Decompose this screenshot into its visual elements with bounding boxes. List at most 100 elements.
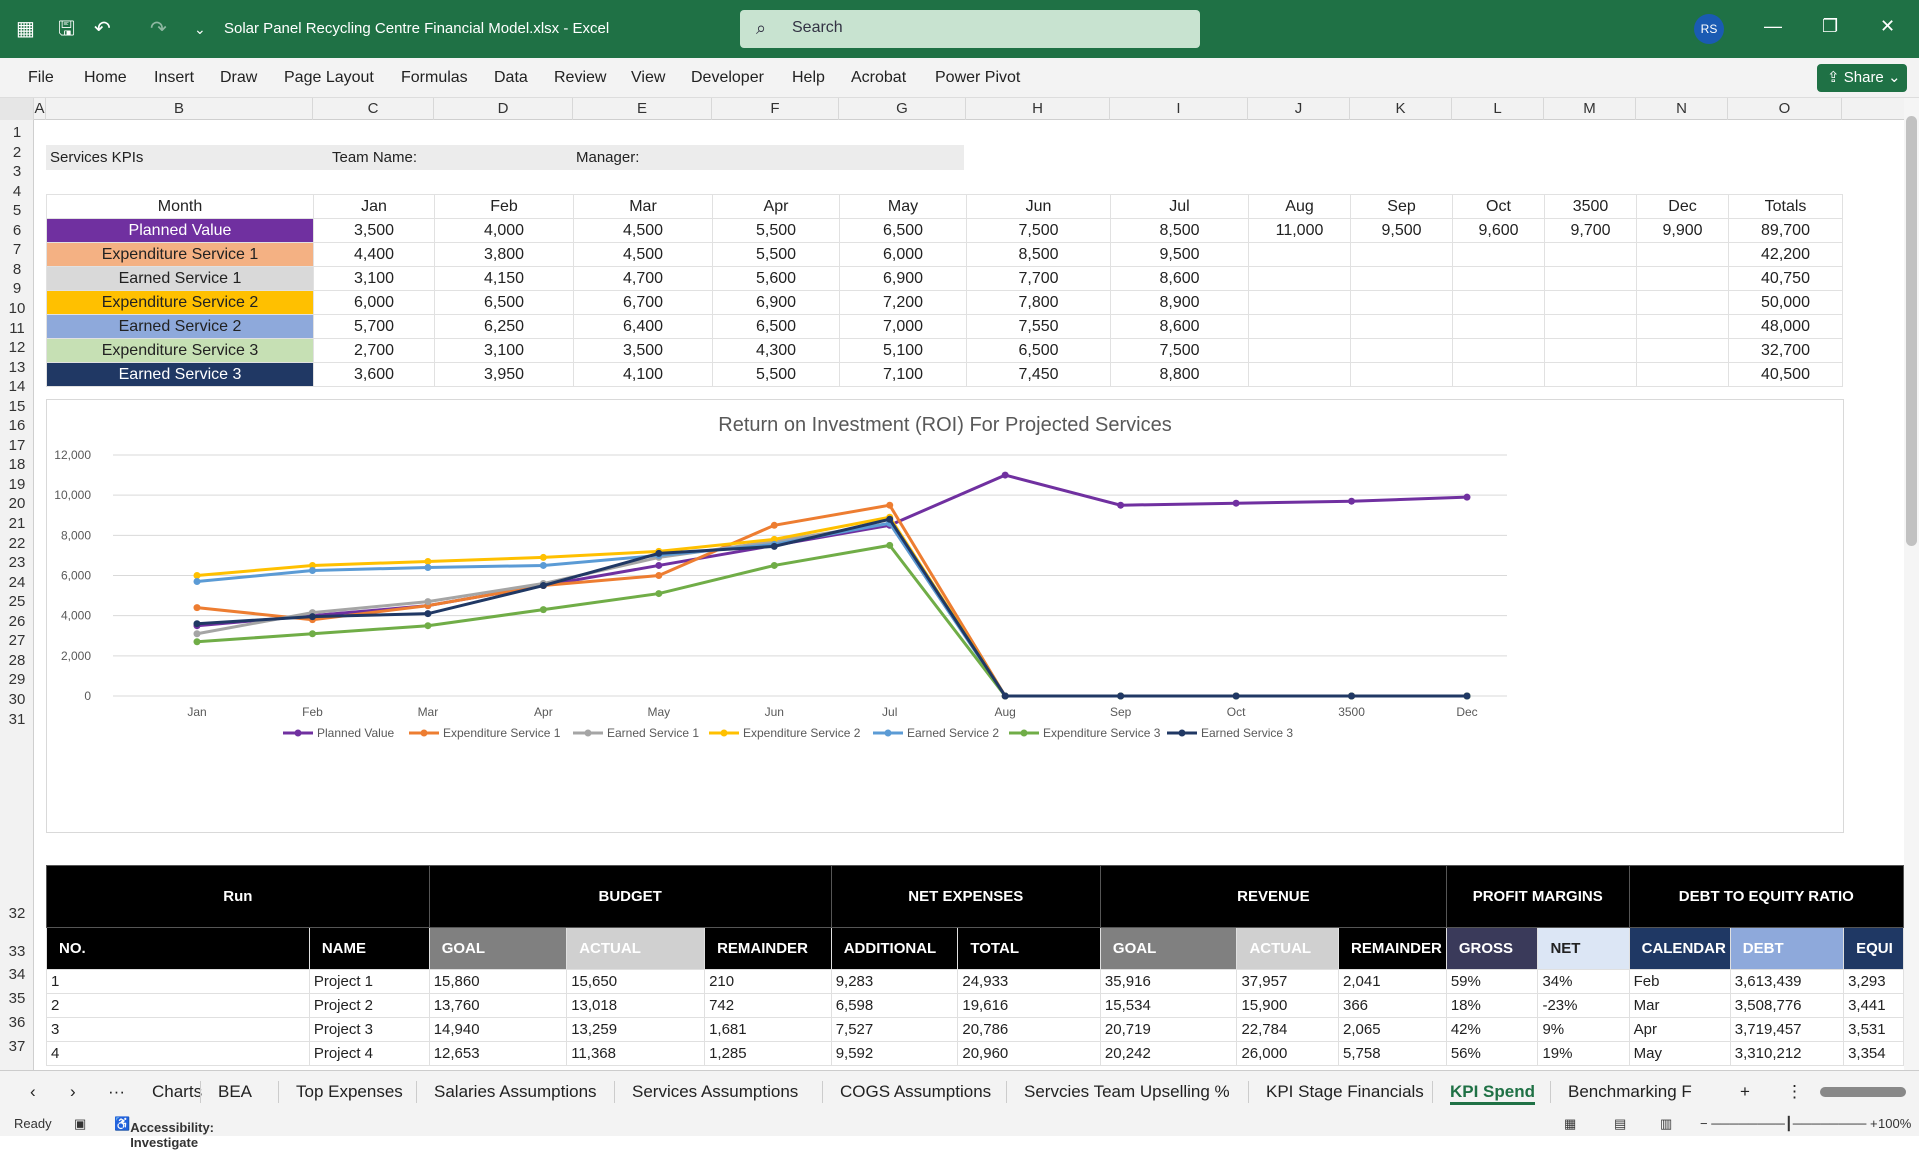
kpi-cell[interactable]: 3,950 <box>434 362 574 387</box>
menu-developer[interactable]: Developer <box>691 69 764 86</box>
minimize-icon[interactable]: — <box>1764 16 1782 36</box>
budget-cell[interactable]: 9,283 <box>830 969 959 994</box>
menu-review[interactable]: Review <box>554 69 607 86</box>
kpi-cell[interactable] <box>1636 338 1729 363</box>
select-all-corner[interactable] <box>0 98 34 120</box>
kpi-cell[interactable] <box>1350 338 1453 363</box>
budget-cell[interactable]: 7,527 <box>830 1017 959 1042</box>
row-header[interactable]: 19 <box>8 475 26 493</box>
budget-cell[interactable]: -23% <box>1537 993 1630 1018</box>
worksheet[interactable]: Services KPIs Team Name: Manager: Month J… <box>34 120 1904 1070</box>
kpi-cell[interactable] <box>1544 242 1637 267</box>
menu-insert[interactable]: Insert <box>154 69 195 86</box>
budget-cell[interactable]: 19,616 <box>957 993 1101 1018</box>
kpi-row-label[interactable]: Earned Service 1 <box>46 266 314 291</box>
col-header-m[interactable]: M <box>1544 98 1636 120</box>
budget-cell[interactable]: 2,041 <box>1338 969 1447 994</box>
row-header[interactable]: 23 <box>8 554 26 572</box>
kpi-cell[interactable]: 7,550 <box>966 314 1111 339</box>
kpi-cell[interactable] <box>1544 314 1637 339</box>
row-header[interactable]: 15 <box>8 397 26 415</box>
month-header-cell[interactable]: Dec <box>1636 194 1729 219</box>
kpi-cell[interactable] <box>1248 362 1351 387</box>
kpi-row-label[interactable]: Planned Value <box>46 218 314 243</box>
budget-cell[interactable]: 210 <box>704 969 832 994</box>
kpi-cell[interactable]: 3,600 <box>313 362 435 387</box>
col-header-g[interactable]: G <box>839 98 966 120</box>
roi-line-chart[interactable]: Return on Investment (ROI) For Projected… <box>46 399 1844 833</box>
zoom-slider[interactable]: − ────────┃──────── + <box>1700 1116 1878 1131</box>
budget-cell[interactable]: 34% <box>1537 969 1630 994</box>
menu-acrobat[interactable]: Acrobat <box>851 69 907 86</box>
budget-cell[interactable]: 3,310,212 <box>1729 1041 1845 1066</box>
kpi-cell[interactable] <box>1544 362 1637 387</box>
kpi-cell[interactable]: 4,300 <box>712 338 840 363</box>
kpi-cell[interactable]: 4,100 <box>573 362 713 387</box>
kpi-cell[interactable]: 6,500 <box>839 218 967 243</box>
kpi-cell[interactable] <box>1636 242 1729 267</box>
row-header[interactable]: 5 <box>12 202 22 220</box>
row-header[interactable]: 30 <box>8 690 26 708</box>
month-header-cell[interactable]: Totals <box>1728 194 1843 219</box>
row-header[interactable]: 32 <box>8 905 26 922</box>
horizontal-scrollbar[interactable] <box>1820 1087 1906 1097</box>
row-header[interactable]: 6 <box>12 221 22 239</box>
col-header-n[interactable]: N <box>1636 98 1728 120</box>
kpi-cell[interactable]: 9,900 <box>1636 218 1729 243</box>
row-header[interactable]: 12 <box>8 339 26 357</box>
kpi-cell[interactable]: 6,500 <box>966 338 1111 363</box>
budget-cell[interactable]: 3,354 <box>1843 1041 1904 1066</box>
kpi-cell[interactable]: 4,500 <box>573 242 713 267</box>
budget-cell[interactable]: 5,758 <box>1338 1041 1447 1066</box>
kpi-cell[interactable]: 4,500 <box>573 218 713 243</box>
kpi-cell[interactable]: 8,800 <box>1110 362 1249 387</box>
budget-cell[interactable]: Project 3 <box>308 1017 430 1042</box>
kpi-cell[interactable]: 6,250 <box>434 314 574 339</box>
menu-home[interactable]: Home <box>84 69 127 86</box>
budget-cell[interactable]: 20,786 <box>957 1017 1101 1042</box>
kpi-row-label[interactable]: Expenditure Service 3 <box>46 338 314 363</box>
col-header-a[interactable]: A <box>34 98 46 120</box>
tab-sheet[interactable]: COGS Assumptions <box>840 1082 992 1101</box>
kpi-cell[interactable]: 3,800 <box>434 242 574 267</box>
kpi-cell[interactable] <box>1452 266 1545 291</box>
menu-data[interactable]: Data <box>494 69 528 86</box>
budget-cell[interactable]: 20,719 <box>1099 1017 1238 1042</box>
kpi-cell[interactable]: 4,400 <box>313 242 435 267</box>
budget-cell[interactable]: 3,441 <box>1843 993 1904 1018</box>
row-header[interactable]: 27 <box>8 632 26 650</box>
vertical-scrollbar[interactable] <box>1904 98 1919 1070</box>
budget-cell[interactable]: 18% <box>1445 993 1539 1018</box>
kpi-cell[interactable]: 89,700 <box>1728 218 1843 243</box>
tab-scroll-prev-icon[interactable]: ‹ <box>30 1082 36 1101</box>
kpi-cell[interactable]: 5,700 <box>313 314 435 339</box>
more-tabs-icon[interactable]: ··· <box>108 1082 125 1101</box>
col-header-i[interactable]: I <box>1110 98 1248 120</box>
col-header-o[interactable]: O <box>1728 98 1842 120</box>
kpi-cell[interactable] <box>1350 266 1453 291</box>
zoom-level[interactable]: 100% <box>1878 1116 1912 1131</box>
budget-cell[interactable]: 19% <box>1537 1041 1630 1066</box>
kpi-cell[interactable] <box>1636 266 1729 291</box>
close-icon[interactable]: ✕ <box>1880 16 1896 36</box>
row-header[interactable]: 24 <box>8 573 26 591</box>
budget-cell[interactable]: 11,368 <box>566 1041 706 1066</box>
budget-cell[interactable]: 1,285 <box>704 1041 832 1066</box>
kpi-cell[interactable]: 4,150 <box>434 266 574 291</box>
row-header[interactable]: 33 <box>8 943 26 960</box>
row-header[interactable]: 31 <box>8 710 26 728</box>
month-header-cell[interactable]: Apr <box>712 194 840 219</box>
kpi-cell[interactable]: 8,500 <box>966 242 1111 267</box>
kpi-cell[interactable] <box>1452 242 1545 267</box>
budget-cell[interactable]: May <box>1628 1041 1731 1066</box>
budget-cell[interactable]: Apr <box>1628 1017 1731 1042</box>
tab-sheet[interactable]: Benchmarking F <box>1568 1082 1692 1101</box>
budget-cell[interactable]: Project 4 <box>308 1041 430 1066</box>
kpi-cell[interactable] <box>1636 290 1729 315</box>
budget-cell[interactable]: 35,916 <box>1099 969 1238 994</box>
col-header-h[interactable]: H <box>966 98 1110 120</box>
budget-cell[interactable]: 26,000 <box>1236 1041 1339 1066</box>
share-button[interactable]: ⇪ Share ⌄ <box>1817 64 1907 92</box>
kpi-cell[interactable]: 7,800 <box>966 290 1111 315</box>
kpi-cell[interactable]: 9,600 <box>1452 218 1545 243</box>
